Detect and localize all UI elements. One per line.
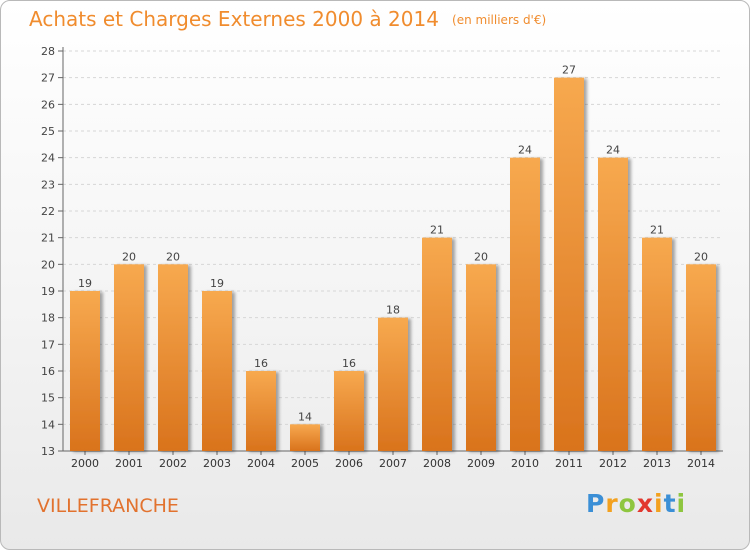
x-tick-label: 2001 bbox=[115, 457, 143, 470]
logo-letter: r bbox=[605, 489, 619, 518]
y-tick-label: 23 bbox=[41, 178, 55, 191]
data-label: 19 bbox=[210, 277, 224, 290]
y-tick-label: 15 bbox=[41, 392, 55, 405]
x-tick-label: 2002 bbox=[159, 457, 187, 470]
data-label: 20 bbox=[474, 250, 488, 263]
bar bbox=[598, 157, 628, 451]
logo-letter: t bbox=[663, 489, 677, 518]
x-tick-label: 2014 bbox=[687, 457, 715, 470]
data-label: 16 bbox=[342, 357, 356, 370]
y-tick-label: 21 bbox=[41, 232, 55, 245]
data-label: 14 bbox=[298, 410, 312, 423]
data-label: 21 bbox=[650, 224, 664, 237]
place-name: VILLEFRANCHE bbox=[37, 495, 179, 517]
y-tick-label: 17 bbox=[41, 338, 55, 351]
label-layer: 19 20 20 19 16 14 16 18 21 20 24 27 24 21 20 bbox=[78, 64, 708, 424]
y-tick-label: 18 bbox=[41, 312, 55, 325]
x-tick-label: 2000 bbox=[71, 457, 99, 470]
y-tick-label: 28 bbox=[41, 45, 55, 58]
data-label: 27 bbox=[562, 64, 576, 77]
y-tick-label: 19 bbox=[41, 285, 55, 298]
y-tick-label: 14 bbox=[41, 418, 55, 431]
y-tick-label: 20 bbox=[41, 258, 55, 271]
proxiti-logo: Proxiti bbox=[586, 489, 686, 518]
data-label: 24 bbox=[606, 144, 620, 157]
data-label: 19 bbox=[78, 277, 92, 290]
bar bbox=[422, 237, 452, 451]
bar bbox=[642, 237, 672, 451]
x-tick-label: 2007 bbox=[379, 457, 407, 470]
x-tick-label: 2006 bbox=[335, 457, 363, 470]
x-tick-label: 2009 bbox=[467, 457, 495, 470]
y-tick-label: 16 bbox=[41, 365, 55, 378]
logo-letter: i bbox=[654, 489, 664, 518]
x-tick-label: 2003 bbox=[203, 457, 231, 470]
logo-letter: P bbox=[586, 489, 606, 518]
data-label: 20 bbox=[166, 250, 180, 263]
bar bbox=[246, 371, 276, 451]
data-label: 16 bbox=[254, 357, 268, 370]
bar bbox=[158, 264, 188, 451]
data-label: 21 bbox=[430, 224, 444, 237]
bar bbox=[70, 291, 100, 451]
y-tick-label: 26 bbox=[41, 98, 55, 111]
y-tick-label: 13 bbox=[41, 445, 55, 458]
x-tick-label: 2010 bbox=[511, 457, 539, 470]
data-label: 20 bbox=[122, 250, 136, 263]
chart-title: Achats et Charges Externes 2000 à 2014 bbox=[29, 7, 439, 31]
bar bbox=[202, 291, 232, 451]
x-tick-label: 2004 bbox=[247, 457, 275, 470]
bar bbox=[686, 264, 716, 451]
x-tick-label: 2008 bbox=[423, 457, 451, 470]
x-tick-label: 2013 bbox=[643, 457, 671, 470]
data-label: 18 bbox=[386, 304, 400, 317]
data-label: 20 bbox=[694, 250, 708, 263]
bar bbox=[378, 317, 408, 451]
y-tick-label: 27 bbox=[41, 72, 55, 85]
chart-subtitle: (en milliers d'€) bbox=[452, 13, 547, 27]
chart-title-block: Achats et Charges Externes 2000 à 2014 (… bbox=[29, 7, 546, 31]
bar-layer bbox=[70, 77, 716, 452]
bar bbox=[510, 157, 540, 451]
x-tick-label: 2005 bbox=[291, 457, 319, 470]
y-tick-label: 22 bbox=[41, 205, 55, 218]
data-label: 24 bbox=[518, 144, 532, 157]
logo-letter: o bbox=[618, 489, 637, 518]
logo-letter: i bbox=[676, 489, 687, 518]
logo-letter: x bbox=[636, 489, 654, 518]
bar bbox=[554, 77, 584, 452]
y-tick-label: 25 bbox=[41, 125, 55, 138]
x-tick-label: 2011 bbox=[555, 457, 583, 470]
bar bbox=[290, 424, 320, 451]
bar bbox=[466, 264, 496, 451]
x-tick-label: 2012 bbox=[599, 457, 627, 470]
bar bbox=[334, 371, 364, 451]
y-tick-label: 24 bbox=[41, 152, 55, 165]
bar bbox=[114, 264, 144, 451]
